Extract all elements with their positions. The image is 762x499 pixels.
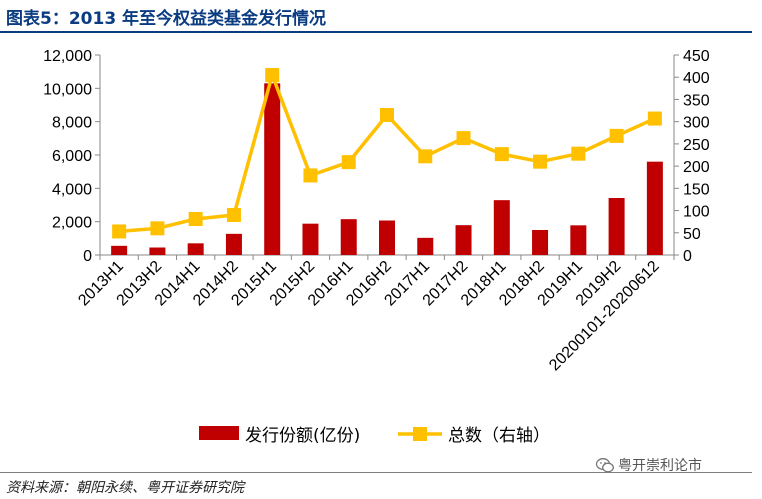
watermark-text: 粤开崇利论市 (618, 458, 702, 474)
line-point (341, 155, 356, 170)
line-point (418, 149, 433, 164)
bar (187, 243, 204, 255)
line-point (188, 212, 203, 226)
line-point (533, 154, 548, 169)
right-axis-tick-label: 450 (683, 48, 710, 65)
left-axis-tick-label: 8,000 (52, 115, 92, 132)
legend-bar-swatch (199, 426, 239, 440)
bar (493, 200, 510, 255)
line-series (112, 68, 662, 239)
left-axis-tick-label: 2,000 (52, 215, 92, 232)
right-axis-tick-label: 250 (683, 137, 710, 154)
left-axis-tick-label: 6,000 (52, 148, 92, 165)
line-point (303, 168, 318, 183)
footer-divider (0, 472, 752, 473)
right-axis-tick-label: 400 (683, 70, 710, 87)
bar-series (111, 83, 663, 255)
chart-title: 图表5：2013 年至今权益类基金发行情况 (6, 9, 327, 29)
legend-line-label: 总数（右轴） (448, 426, 550, 446)
left-axis-tick-label: 4,000 (52, 181, 92, 198)
line-point (226, 208, 241, 222)
bar (264, 83, 281, 255)
bar (455, 225, 472, 255)
legend-bar-label: 发行份额(亿份) (245, 426, 360, 446)
right-axis-tick-label: 150 (683, 181, 710, 198)
bar (570, 225, 587, 255)
line-point (265, 68, 280, 82)
right-axis-tick-label: 300 (683, 115, 710, 132)
bar (608, 198, 625, 255)
left-axis-tick-label: 0 (83, 248, 92, 265)
bar (149, 247, 166, 255)
line-point (112, 224, 127, 239)
line-point (380, 108, 394, 122)
right-axis-tick-label: 100 (683, 204, 710, 221)
line-point (150, 221, 165, 236)
bar (646, 161, 663, 255)
right-axis-tick-label: 0 (683, 248, 692, 265)
x-axis-tick-labels: 2013H12013H22014H12014H22015H12015H22016… (75, 258, 662, 375)
source-note: 资料来源：朝阳永续、粤开证券研究院 (6, 480, 244, 496)
line-point (647, 111, 662, 126)
bar (111, 245, 128, 255)
legend-line-marker (413, 427, 427, 441)
line-point (609, 128, 624, 143)
line-point (494, 147, 509, 162)
line-point (571, 146, 586, 161)
watermark: 粤开崇利论市 (596, 455, 702, 475)
bar (225, 233, 242, 255)
bar (340, 219, 357, 255)
bar (379, 220, 395, 255)
right-axis-tick-label: 50 (683, 226, 701, 243)
left-axis-tick-label: 12,000 (43, 48, 92, 65)
left-axis-tick-label: 10,000 (43, 81, 92, 98)
bar (417, 237, 434, 255)
legend: 发行份额(亿份) 总数（右轴） (199, 426, 550, 446)
right-axis-tick-label: 350 (683, 92, 710, 109)
right-axis-tick-label: 200 (683, 159, 710, 176)
bar (302, 223, 319, 255)
wechat-icon (596, 457, 614, 472)
title-divider (0, 31, 752, 33)
bar (532, 230, 549, 255)
chart-axes: 0 2,000 4,000 6,000 8,000 10,000 12,000 0 50 100 1… (43, 48, 710, 265)
line-point (456, 131, 471, 146)
